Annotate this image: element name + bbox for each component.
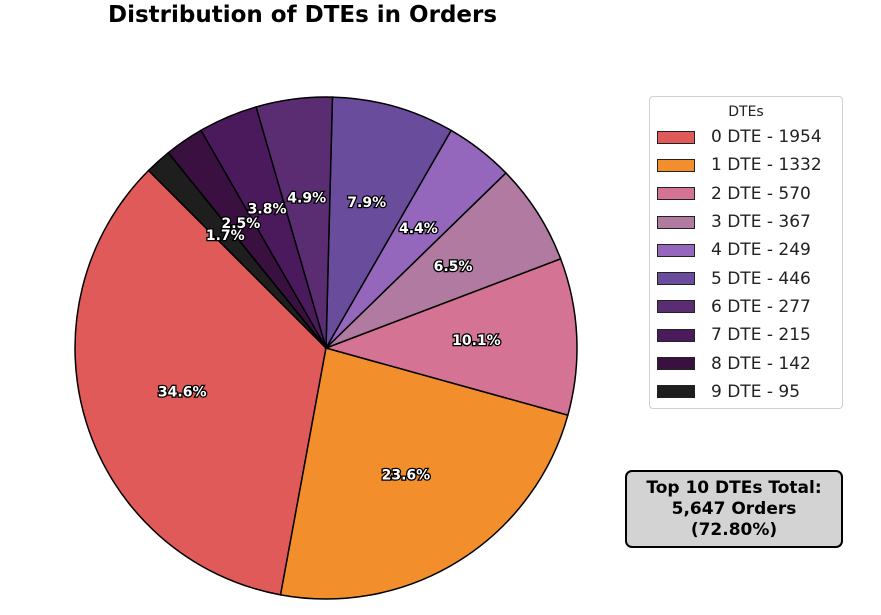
pie-labels: 34.6% 23.6% 10.1% 6.5% 4.4% 7.9% 4.9%3.8%2.5%1…	[157, 189, 502, 485]
pie-slice-0	[74, 169, 327, 596]
legend-items: 0 DTE - 1954 1 DTE - 1332 2 DTE - 570 3 DTE…	[650, 123, 842, 406]
pie-pct-label-9: 1.7%	[206, 228, 245, 244]
legend-item-2: 2 DTE - 570	[650, 180, 842, 208]
summary-box: Top 10 DTEs Total: 5,647 Orders (72.80%)	[625, 470, 843, 548]
legend-label: 7 DTE - 215	[711, 325, 811, 346]
pie-slice-5	[325, 96, 453, 349]
pie-slice-2	[323, 257, 578, 417]
legend-label: 5 DTE - 446	[711, 268, 811, 289]
summary-line-3: (72.80%)	[690, 519, 778, 540]
legend-swatch	[657, 328, 695, 342]
pie-slice-9	[147, 151, 327, 349]
legend-label: 6 DTE - 277	[711, 296, 811, 317]
legend-label: 1 DTE - 1332	[711, 155, 822, 176]
pie-pct-label-4: 4.4%	[399, 221, 438, 237]
legend-title: DTEs	[728, 104, 764, 120]
legend-swatch	[657, 357, 695, 371]
pie-pct-label-7: 3.8%	[248, 201, 287, 217]
legend-swatch	[657, 300, 695, 314]
pie-pct-label-2: 10.1%	[452, 333, 501, 349]
legend-item-4: 4 DTE - 249	[650, 236, 842, 264]
legend-item-0: 0 DTE - 1954	[650, 123, 842, 151]
pie-pct-label-1: 23.6%	[382, 468, 431, 484]
legend-label: 9 DTE - 95	[711, 381, 801, 402]
pie-slice-1	[279, 347, 569, 600]
legend-swatch	[657, 130, 695, 144]
legend-swatch	[657, 385, 695, 399]
legend: DTEs 0 DTE - 1954 1 DTE - 1332 2 DTE - 570…	[649, 96, 843, 409]
summary-line-1: Top 10 DTEs Total:	[646, 477, 822, 498]
legend-label: 4 DTE - 249	[711, 240, 811, 261]
legend-item-6: 6 DTE - 277	[650, 293, 842, 321]
legend-label: 3 DTE - 367	[711, 212, 811, 233]
legend-item-1: 1 DTE - 1332	[650, 151, 842, 179]
legend-item-3: 3 DTE - 367	[650, 208, 842, 236]
pie-pct-label-6: 4.9%	[287, 191, 326, 207]
legend-swatch	[657, 187, 695, 201]
legend-swatch	[657, 272, 695, 286]
legend-swatch	[657, 215, 695, 229]
legend-label: 8 DTE - 142	[711, 353, 811, 374]
legend-label: 0 DTE - 1954	[711, 127, 822, 148]
legend-item-9: 9 DTE - 95	[650, 378, 842, 406]
pie-slices	[74, 96, 578, 600]
legend-item-7: 7 DTE - 215	[650, 321, 842, 349]
legend-item-5: 5 DTE - 446	[650, 264, 842, 292]
legend-label: 2 DTE - 570	[711, 183, 811, 204]
chart-title: Distribution of DTEs in Orders	[108, 2, 498, 28]
legend-item-8: 8 DTE - 142	[650, 349, 842, 377]
pie-pct-label-5: 7.9%	[347, 195, 386, 211]
summary-line-2: 5,647 Orders	[671, 498, 797, 519]
pie-pct-label-8: 2.5%	[221, 216, 260, 232]
pie-pct-label-0: 34.6%	[158, 385, 207, 401]
pie-pct-label-3: 6.5%	[434, 259, 473, 275]
legend-swatch	[657, 243, 695, 257]
legend-swatch	[657, 158, 695, 172]
